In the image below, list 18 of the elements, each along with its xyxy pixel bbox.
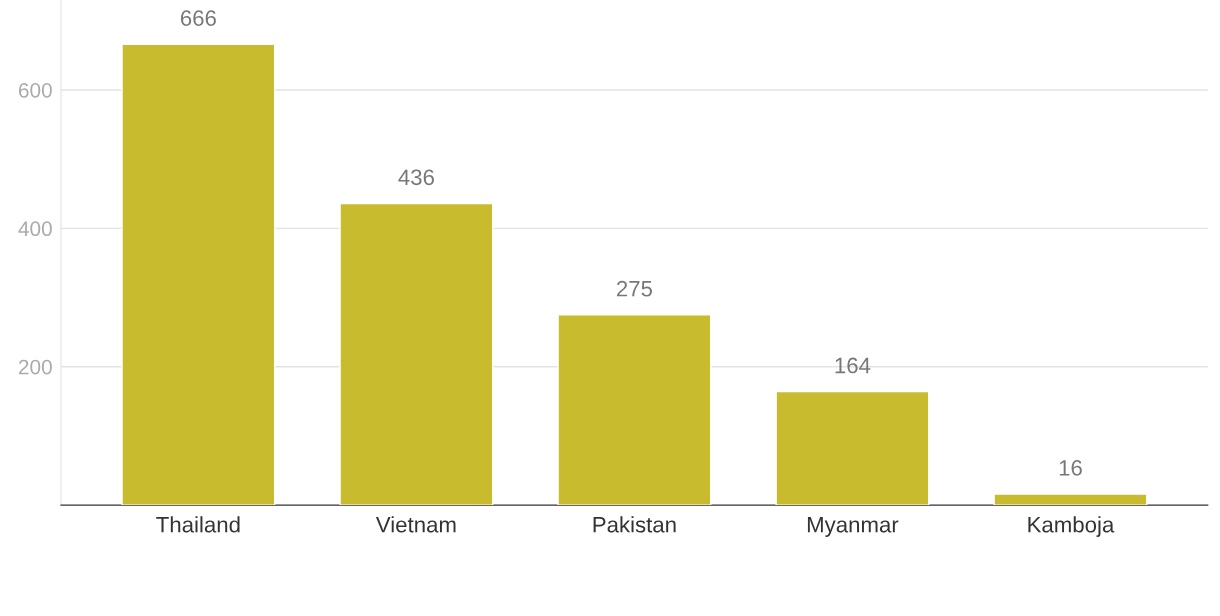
data-label: 436	[398, 169, 434, 186]
data-label: 666	[180, 10, 216, 26]
x-tick-label: Myanmar	[807, 517, 899, 537]
y-tick-label: 200	[18, 359, 52, 375]
bar	[121, 43, 276, 506]
x-tick-label: Thailand	[156, 516, 240, 533]
x-tick-label: Vietnam	[375, 516, 456, 533]
bar	[339, 202, 494, 506]
bar	[557, 314, 712, 506]
data-label: 164	[835, 357, 871, 374]
y-tick-label: 400	[18, 221, 52, 237]
x-tick-label: Pakistan	[593, 516, 676, 533]
data-label: 16	[1059, 460, 1082, 476]
x-tick-label: Kamboja	[1028, 516, 1115, 537]
data-label: 275	[616, 280, 653, 297]
y-tick-label: 600	[18, 82, 52, 98]
bar	[993, 493, 1148, 506]
bar	[775, 390, 930, 506]
